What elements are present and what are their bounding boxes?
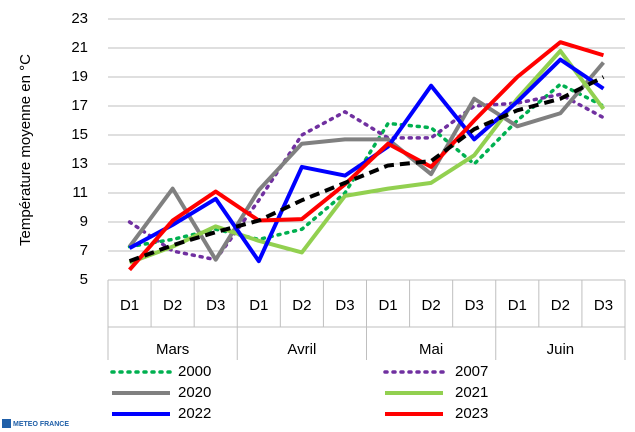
x-group-label: Mars: [156, 341, 189, 358]
x-group-label: Avril: [287, 341, 316, 358]
y-tick-label: 21: [71, 39, 88, 56]
x-tick-label: D2: [422, 297, 441, 314]
x-tick-label: D3: [335, 297, 354, 314]
x-tick-label: D2: [551, 297, 570, 314]
series-line: [128, 57, 605, 264]
legend-label: 2000: [178, 363, 211, 380]
x-tick-label: D1: [508, 297, 527, 314]
series-line: [127, 92, 606, 262]
y-tick-label: 17: [71, 97, 88, 114]
x-tick-label: D3: [594, 297, 613, 314]
y-tick-label: 19: [71, 68, 88, 85]
legend-label: 2021: [455, 384, 488, 401]
x-tick-label: D2: [163, 297, 182, 314]
series-line: [127, 61, 605, 262]
series-line: [128, 40, 605, 272]
series-line: [128, 75, 605, 264]
legend-label: 2022: [178, 405, 211, 422]
source-logo: METEO FRANCE: [13, 421, 69, 428]
legend-label: 2020: [178, 384, 211, 401]
logo-icon: [2, 419, 11, 428]
x-group-label: Juin: [547, 341, 575, 358]
x-group-label: Mai: [419, 341, 443, 358]
y-axis-label: Température moyenne en °C: [17, 54, 34, 246]
legend-label: 2023: [455, 405, 488, 422]
x-tick-label: D1: [378, 297, 397, 314]
y-tick-label: 13: [71, 155, 88, 172]
x-tick-label: D3: [206, 297, 225, 314]
x-tick-label: D3: [465, 297, 484, 314]
y-tick-label: 5: [80, 271, 88, 288]
series-line: [128, 48, 606, 265]
x-tick-label: D2: [292, 297, 311, 314]
y-tick-label: 15: [71, 126, 88, 143]
x-tick-label: D1: [249, 297, 268, 314]
y-tick-label: 23: [71, 10, 88, 27]
y-tick-label: 11: [72, 184, 88, 201]
y-tick-label: 7: [80, 242, 88, 259]
x-tick-label: D1: [120, 297, 139, 314]
legend-label: 2007: [455, 363, 488, 380]
y-tick-label: 9: [80, 213, 88, 230]
